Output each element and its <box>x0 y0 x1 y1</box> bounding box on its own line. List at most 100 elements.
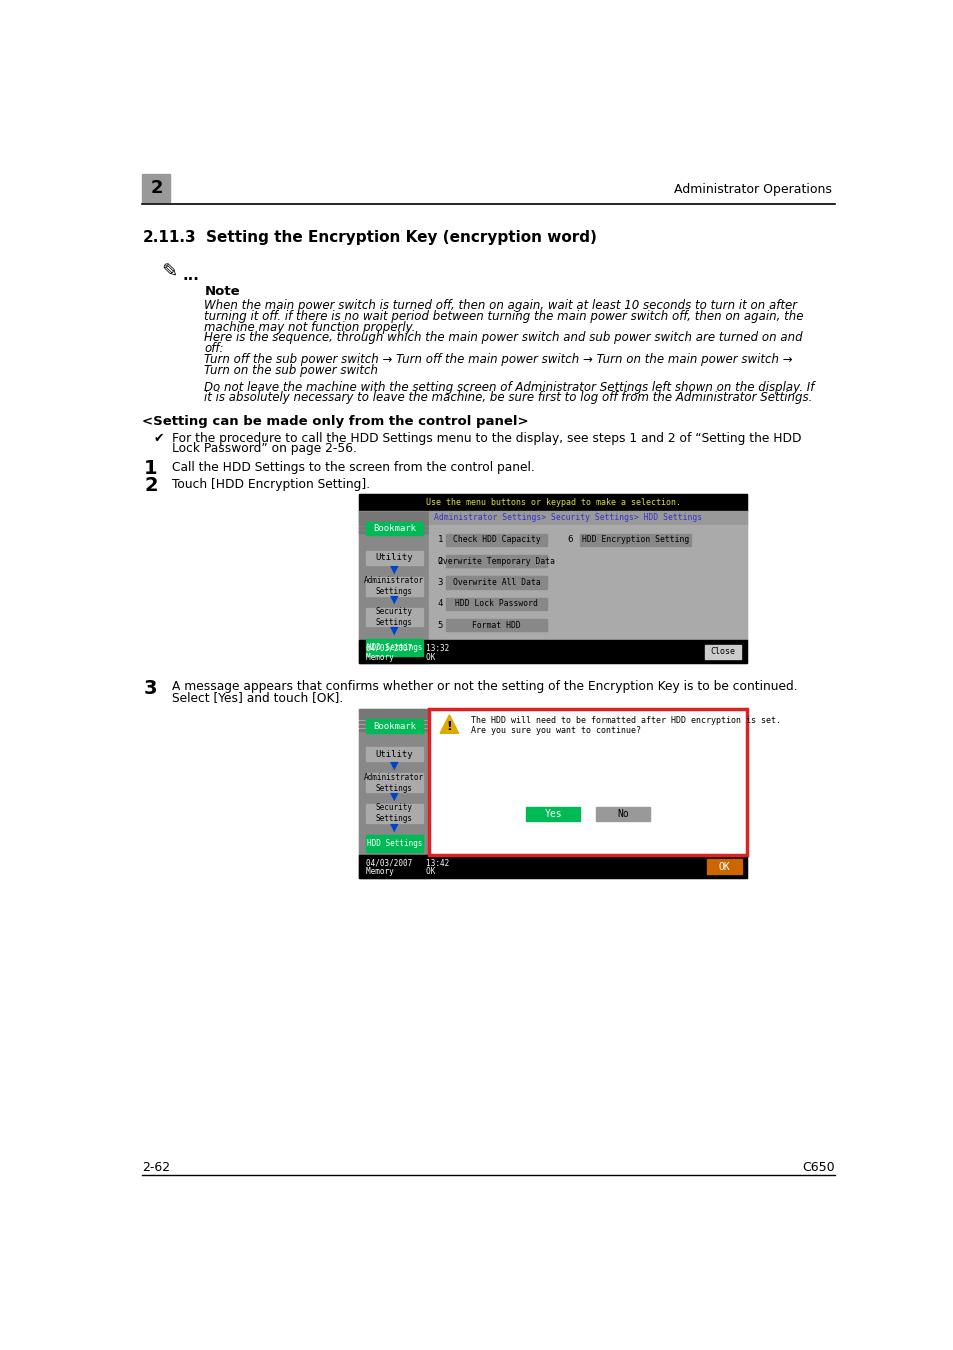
Text: Here is the sequence, through which the main power switch and sub power switch a: Here is the sequence, through which the … <box>204 331 802 344</box>
Text: ▼: ▼ <box>390 564 398 574</box>
Text: Administrator
Settings: Administrator Settings <box>364 576 424 597</box>
Text: ▼: ▼ <box>390 791 398 802</box>
Bar <box>359 524 429 525</box>
Text: it is absolutely necessary to leave the machine, be sure first to log off from t: it is absolutely necessary to leave the … <box>204 392 812 405</box>
Text: No: No <box>617 809 628 819</box>
Text: ✔: ✔ <box>153 432 164 444</box>
Bar <box>429 525 746 640</box>
Bar <box>359 531 429 533</box>
Bar <box>359 640 746 663</box>
Text: 4: 4 <box>437 599 442 609</box>
Text: <Setting can be made only from the control panel>: <Setting can be made only from the contr… <box>142 414 529 428</box>
Bar <box>365 521 422 536</box>
Text: Security
Settings: Security Settings <box>375 608 413 628</box>
Text: 6: 6 <box>567 536 573 544</box>
Text: Touch [HDD Encryption Setting].: Touch [HDD Encryption Setting]. <box>172 478 370 490</box>
Text: 1: 1 <box>144 459 157 478</box>
Bar <box>359 710 429 711</box>
Bar <box>429 510 746 525</box>
Bar <box>359 494 746 663</box>
Text: Turn off the sub power switch → Turn off the main power switch → Turn on the mai: Turn off the sub power switch → Turn off… <box>204 352 792 366</box>
Bar <box>446 576 546 589</box>
Text: Close: Close <box>710 647 735 656</box>
Text: ▼: ▼ <box>390 760 398 771</box>
Text: ▼: ▼ <box>390 626 398 636</box>
Bar <box>359 494 746 510</box>
Bar <box>446 618 546 632</box>
Text: HDD Lock Password: HDD Lock Password <box>455 599 537 609</box>
Text: 3: 3 <box>144 679 157 698</box>
Bar <box>365 576 422 595</box>
Bar <box>359 721 429 724</box>
Bar <box>706 859 741 875</box>
Text: Select [Yes] and touch [OK].: Select [Yes] and touch [OK]. <box>172 691 343 703</box>
Text: The HDD will need to be formatted after HDD encryption is set.: The HDD will need to be formatted after … <box>471 717 781 725</box>
Text: 04/03/2007   13:42: 04/03/2007 13:42 <box>365 859 449 867</box>
Text: machine may not function properly.: machine may not function properly. <box>204 320 416 333</box>
Text: Format HDD: Format HDD <box>472 621 520 629</box>
Text: 2.11.3: 2.11.3 <box>142 230 196 244</box>
Bar <box>365 720 422 733</box>
Bar <box>525 807 579 821</box>
Text: 1: 1 <box>437 536 442 544</box>
Bar <box>142 174 171 202</box>
Bar <box>359 717 429 720</box>
Text: Bookmark: Bookmark <box>373 524 416 533</box>
Bar <box>359 732 429 878</box>
Text: ▼: ▼ <box>390 595 398 605</box>
Bar <box>429 709 746 855</box>
Text: 5: 5 <box>437 621 442 629</box>
Bar <box>359 855 746 878</box>
Bar <box>365 774 422 792</box>
Bar <box>446 555 546 567</box>
Text: Overwrite All Data: Overwrite All Data <box>453 578 540 587</box>
Bar <box>446 533 546 545</box>
Text: Utility: Utility <box>375 749 413 759</box>
Bar <box>365 805 422 822</box>
Text: turning it off. if there is no wait period between turning the main power switch: turning it off. if there is no wait peri… <box>204 310 803 323</box>
Bar <box>359 713 429 716</box>
Text: HDD Settings: HDD Settings <box>366 838 421 848</box>
Text: A message appears that confirms whether or not the setting of the Encryption Key: A message appears that confirms whether … <box>172 680 797 693</box>
Text: Note: Note <box>204 285 240 298</box>
Bar <box>704 645 740 659</box>
Text: Bookmark: Bookmark <box>373 722 416 730</box>
Text: Memory       OK: Memory OK <box>365 868 435 876</box>
Text: 2: 2 <box>144 477 157 495</box>
Text: Security
Settings: Security Settings <box>375 803 413 824</box>
Text: 2: 2 <box>437 556 442 566</box>
Bar <box>429 709 746 855</box>
Text: 2-62: 2-62 <box>142 1161 171 1174</box>
Text: OK: OK <box>718 861 730 872</box>
Text: Use the menu buttons or keypad to make a selection.: Use the menu buttons or keypad to make a… <box>425 498 680 506</box>
Text: Memory       OK: Memory OK <box>365 652 435 662</box>
Text: Setting the Encryption Key (encryption word): Setting the Encryption Key (encryption w… <box>206 230 597 244</box>
Bar <box>596 807 649 821</box>
Text: 04/03/2007   13:32: 04/03/2007 13:32 <box>365 644 449 652</box>
Text: Are you sure you want to continue?: Are you sure you want to continue? <box>471 726 640 734</box>
Bar <box>359 510 429 663</box>
Text: Do not leave the machine with the setting screen of Administrator Settings left : Do not leave the machine with the settin… <box>204 381 814 394</box>
Bar <box>359 520 429 521</box>
Polygon shape <box>439 716 458 733</box>
Bar <box>365 836 422 852</box>
Bar <box>365 747 422 761</box>
Bar <box>446 598 546 610</box>
Text: Call the HDD Settings to the screen from the control panel.: Call the HDD Settings to the screen from… <box>172 460 534 474</box>
Bar <box>579 533 691 545</box>
Bar <box>359 516 429 518</box>
Bar <box>359 725 429 728</box>
Bar <box>359 512 429 514</box>
Text: Administrator Settings> Security Settings> HDD Settings: Administrator Settings> Security Setting… <box>434 513 701 522</box>
Text: C650: C650 <box>801 1161 835 1174</box>
Bar <box>359 729 429 732</box>
Text: Turn on the sub power switch: Turn on the sub power switch <box>204 363 378 377</box>
Text: Overwrite Temporary Data: Overwrite Temporary Data <box>437 556 555 566</box>
Bar <box>365 608 422 626</box>
Text: ✎: ✎ <box>161 262 177 281</box>
Text: ▼: ▼ <box>390 822 398 833</box>
Text: Administrator Operations: Administrator Operations <box>674 184 831 196</box>
Text: 2: 2 <box>150 180 163 197</box>
Text: Lock Password” on page 2-56.: Lock Password” on page 2-56. <box>172 443 356 455</box>
Text: Check HDD Capacity: Check HDD Capacity <box>453 536 540 544</box>
